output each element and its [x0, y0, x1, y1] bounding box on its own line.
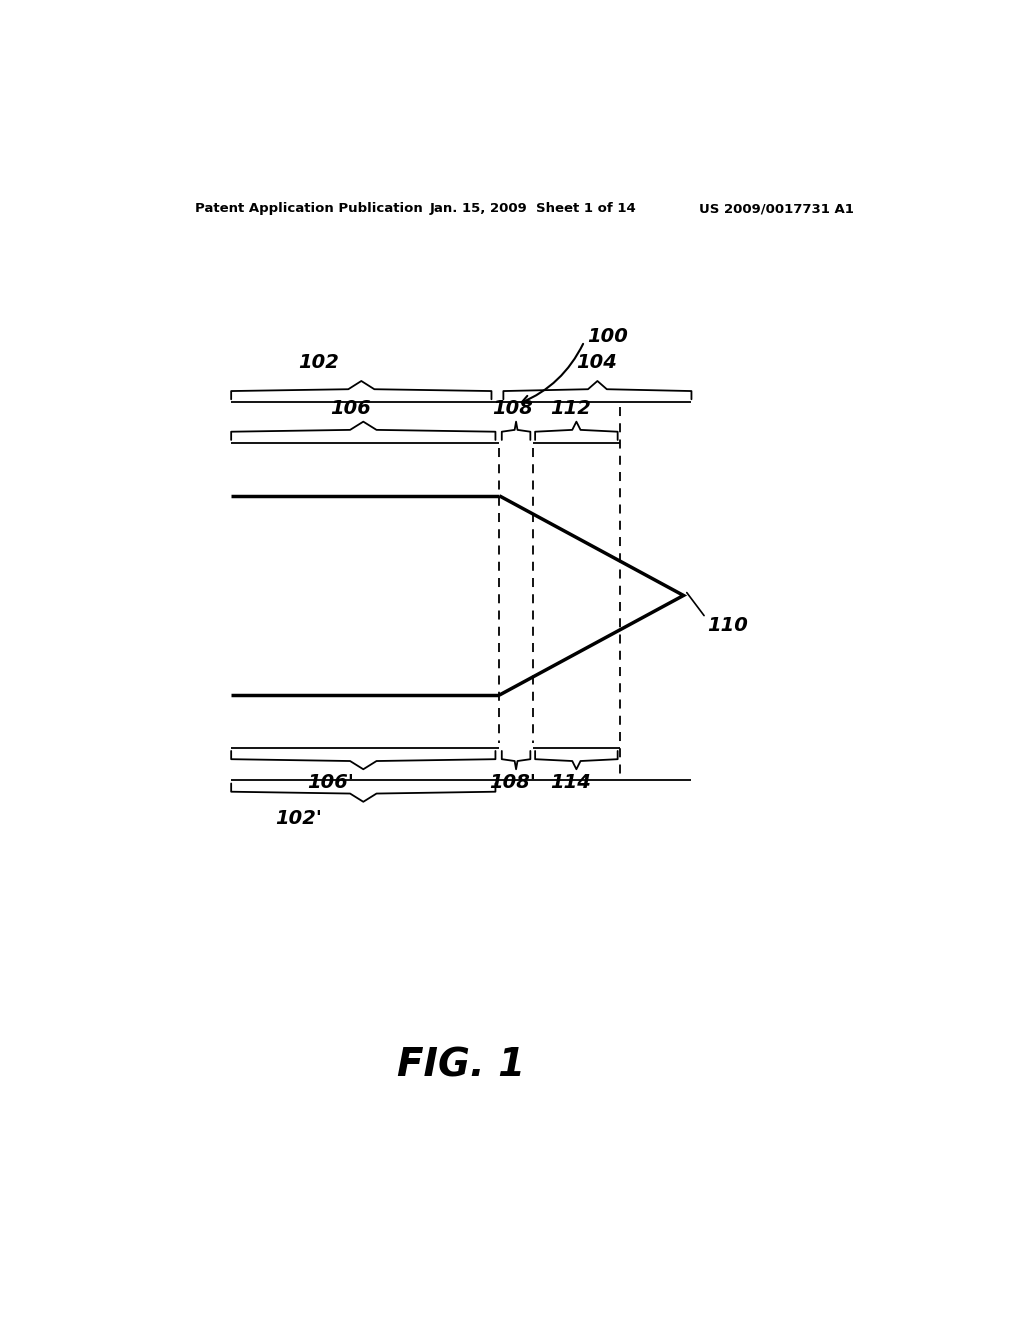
Text: 108: 108	[492, 399, 532, 417]
Text: 102: 102	[298, 352, 339, 372]
Text: 100: 100	[587, 327, 628, 346]
Text: 106: 106	[330, 399, 371, 417]
Text: 108': 108'	[488, 774, 536, 792]
Text: 104: 104	[575, 352, 616, 372]
Text: 102': 102'	[275, 809, 323, 828]
Text: Patent Application Publication: Patent Application Publication	[196, 202, 423, 215]
Text: 110: 110	[708, 616, 749, 635]
Text: FIG. 1: FIG. 1	[397, 1045, 525, 1084]
Text: 114: 114	[550, 774, 591, 792]
Text: 106': 106'	[307, 774, 354, 792]
Text: 112: 112	[550, 399, 591, 417]
Text: US 2009/0017731 A1: US 2009/0017731 A1	[699, 202, 854, 215]
Text: Jan. 15, 2009  Sheet 1 of 14: Jan. 15, 2009 Sheet 1 of 14	[430, 202, 636, 215]
